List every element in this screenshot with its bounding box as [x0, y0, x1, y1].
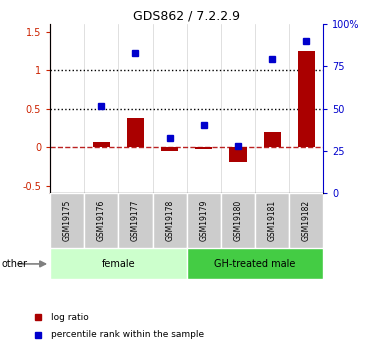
Bar [161, 147, 178, 151]
Bar [119, 193, 152, 248]
Bar [50, 248, 187, 279]
Text: GSM19182: GSM19182 [302, 200, 311, 242]
Text: GSM19177: GSM19177 [131, 200, 140, 242]
Bar [93, 142, 110, 147]
Bar [221, 193, 255, 248]
Text: GSM19176: GSM19176 [97, 200, 106, 242]
Bar [152, 193, 187, 248]
Text: other: other [2, 259, 28, 269]
Text: log ratio: log ratio [51, 313, 89, 322]
Text: GSM19179: GSM19179 [199, 200, 208, 242]
Bar [229, 147, 246, 162]
Bar [255, 193, 289, 248]
Text: female: female [102, 259, 135, 269]
Text: GSM19180: GSM19180 [233, 200, 243, 242]
Bar [127, 118, 144, 147]
Bar [187, 248, 323, 279]
Bar [289, 193, 323, 248]
Bar [84, 193, 119, 248]
Bar [187, 193, 221, 248]
Text: GSM19178: GSM19178 [165, 200, 174, 242]
Bar [298, 51, 315, 147]
Bar [264, 132, 281, 147]
Bar [50, 193, 84, 248]
Bar [195, 147, 213, 149]
Text: percentile rank within the sample: percentile rank within the sample [51, 330, 204, 339]
Text: GSM19175: GSM19175 [63, 200, 72, 242]
Text: GSM19181: GSM19181 [268, 200, 277, 242]
Title: GDS862 / 7.2.2.9: GDS862 / 7.2.2.9 [133, 10, 240, 23]
Text: GH-treated male: GH-treated male [214, 259, 296, 269]
